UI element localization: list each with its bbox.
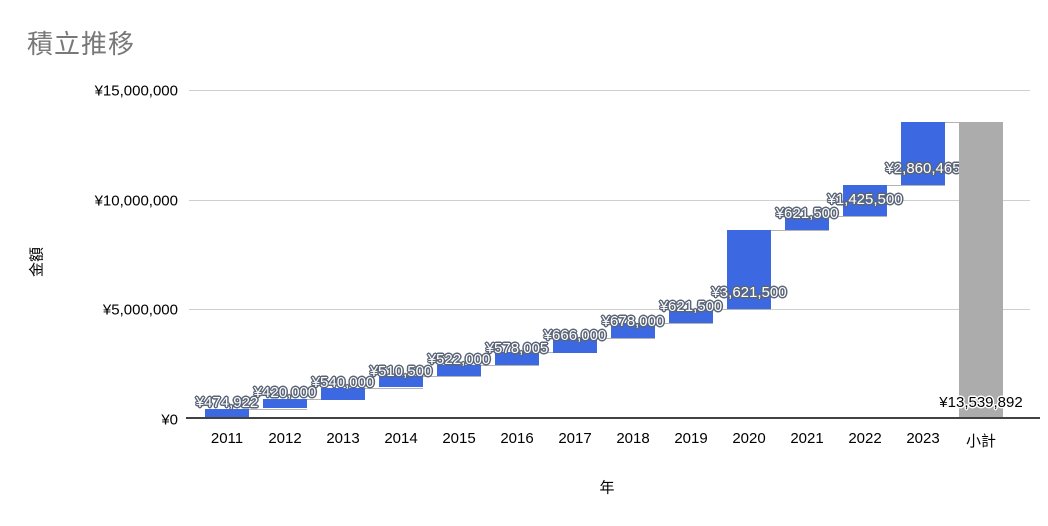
waterfall-bar-小計[interactable] <box>959 122 1003 419</box>
y-axis-title: 金額 <box>28 246 46 278</box>
connector-line <box>249 409 307 410</box>
connector-line <box>365 388 423 389</box>
waterfall-bar-2016[interactable] <box>495 352 539 365</box>
waterfall-bar-2018[interactable] <box>611 323 655 338</box>
bar-value-label: ¥678,000 <box>601 313 665 330</box>
connector-line <box>481 365 539 366</box>
x-axis-title: 年 <box>599 479 615 497</box>
y-axis-tick-label: ¥10,000,000 <box>94 192 178 210</box>
bar-value-label: ¥578,005 <box>485 340 549 357</box>
x-axis-tick-label: 2023 <box>906 430 940 447</box>
x-axis-line <box>186 417 1040 419</box>
x-axis-tick-label: 2016 <box>500 430 534 447</box>
bar-value-label: ¥420,000 <box>253 384 317 401</box>
waterfall-bar-2013[interactable] <box>321 388 365 400</box>
chart-title: 積立推移 <box>27 29 136 59</box>
bar-value-label: ¥540,000 <box>311 374 375 391</box>
connector-line <box>597 338 655 339</box>
x-axis-tick-label: 2017 <box>558 430 592 447</box>
x-axis-tick-label: 2020 <box>732 430 766 447</box>
waterfall-bar-2015[interactable] <box>437 365 481 376</box>
bar-value-label: ¥3,621,500 <box>711 284 787 301</box>
bar-value-label: ¥666,000 <box>543 327 607 344</box>
connector-line <box>713 309 771 310</box>
connector-line <box>829 216 887 217</box>
waterfall-bar-2014[interactable] <box>379 376 423 387</box>
gridline <box>189 90 1030 91</box>
x-axis-tick-label: 2013 <box>326 430 360 447</box>
waterfall-bar-2022[interactable] <box>843 185 887 216</box>
waterfall-bar-2020[interactable] <box>727 230 771 309</box>
x-axis-tick-label: 2014 <box>384 430 418 447</box>
x-axis-tick-label: 2018 <box>616 430 650 447</box>
bar-value-label: ¥13,539,892 <box>939 394 1023 411</box>
waterfall-bar-2017[interactable] <box>553 338 597 353</box>
bar-value-label: ¥474,922 <box>195 394 259 411</box>
bar-value-label: ¥510,500 <box>369 363 433 380</box>
bar-value-label: ¥2,860,465 <box>885 160 961 177</box>
connector-line <box>423 376 481 377</box>
x-axis-tick-label: 2021 <box>790 430 824 447</box>
x-axis-tick-label: 2022 <box>848 430 882 447</box>
bar-value-label: ¥522,000 <box>427 351 491 368</box>
connector-line <box>655 323 713 324</box>
bar-value-label: ¥1,425,500 <box>827 191 903 208</box>
gridline <box>189 200 1030 201</box>
x-axis-tick-label: 2019 <box>674 430 708 447</box>
waterfall-bar-2019[interactable] <box>669 309 713 323</box>
y-axis-tick-label: ¥15,000,000 <box>94 82 178 100</box>
y-axis-tick-label: ¥5,000,000 <box>102 301 178 319</box>
bar-value-label: ¥621,500 <box>659 298 723 315</box>
waterfall-bar-2011[interactable] <box>205 409 249 419</box>
x-axis-tick-label: 2011 <box>210 430 244 447</box>
waterfall-bar-2012[interactable] <box>263 399 307 408</box>
y-axis-tick-label: ¥0 <box>161 411 178 429</box>
x-axis-tick-label: 2012 <box>268 430 302 447</box>
x-axis-tick-label: 2015 <box>442 430 476 447</box>
connector-line <box>771 230 829 231</box>
bar-value-label: ¥621,500 <box>775 205 839 222</box>
connector-line <box>887 185 945 186</box>
waterfall-bar-2021[interactable] <box>785 216 829 230</box>
x-axis-tick-label: 小計 <box>965 433 997 450</box>
waterfall-bar-2023[interactable] <box>901 122 945 185</box>
gridline <box>189 309 1030 310</box>
